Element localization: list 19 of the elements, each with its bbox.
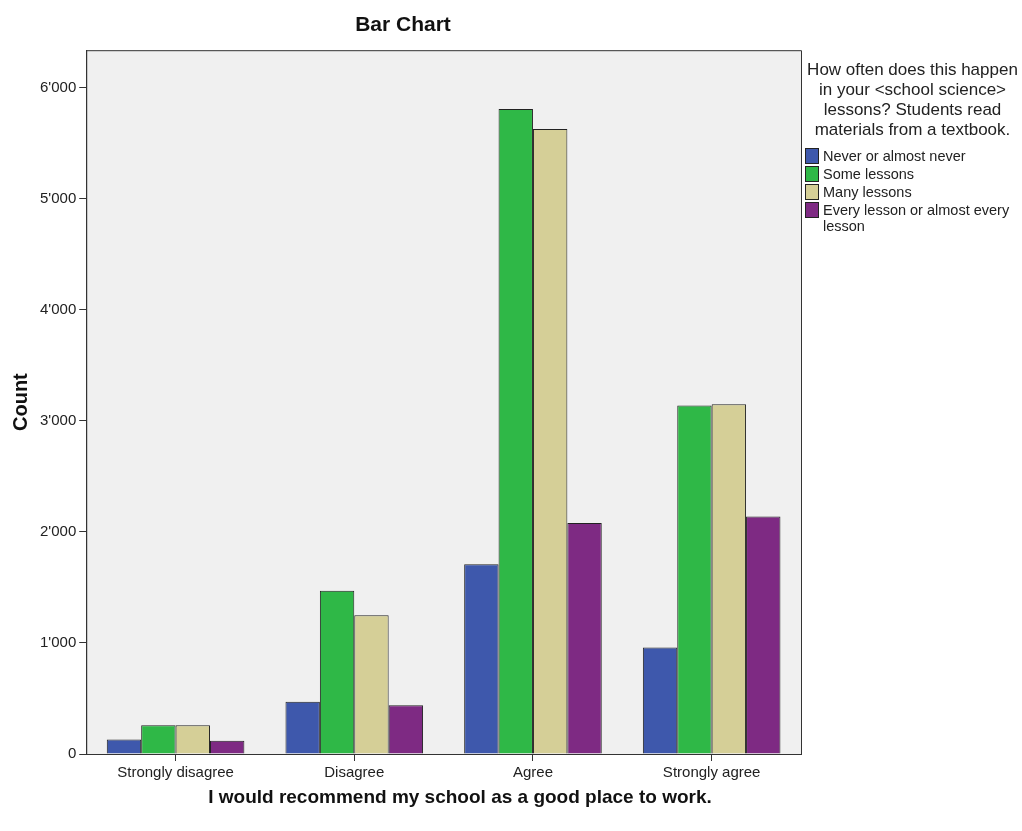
y-tick-label: 3'000 xyxy=(40,411,77,429)
y-tick-label: 4'000 xyxy=(40,300,77,318)
y-tick-label: 2'000 xyxy=(40,522,77,540)
x-tick-label: Strongly disagree xyxy=(117,763,234,781)
legend-label: Some lessons xyxy=(823,166,915,182)
y-tick-label: 6'000 xyxy=(40,78,77,96)
y-tick-label: 5'000 xyxy=(40,189,77,207)
legend-label: Many lessons xyxy=(823,184,912,200)
legend-label: Never or almost never xyxy=(823,148,966,164)
legend-title: How often does this happen in your <school science> lessons? Students read materials from a textbook. xyxy=(806,60,1019,140)
y-tick-label: 1'000 xyxy=(40,633,77,651)
y-axis-title: Count xyxy=(8,372,31,431)
x-tick-label: Disagree xyxy=(324,763,385,781)
x-tick-label: Agree xyxy=(512,763,553,781)
legend-label: Every lesson or almost every lesson xyxy=(823,202,1011,234)
chart-title: Bar Chart xyxy=(355,12,451,36)
x-axis-title: I would recommend my school as a good place to work. xyxy=(207,786,713,807)
x-tick-label: Strongly agree xyxy=(662,763,761,781)
y-tick-label: 0 xyxy=(67,744,77,762)
